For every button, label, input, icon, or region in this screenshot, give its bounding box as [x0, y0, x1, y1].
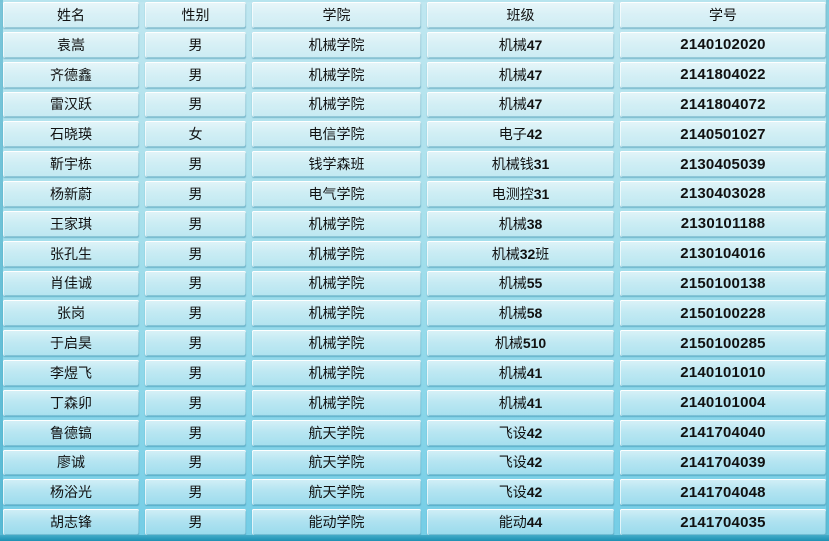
- cell-gender: 男: [145, 389, 246, 416]
- cell-name: 王家琪: [3, 210, 139, 237]
- cell-student-id: 2130405039: [620, 151, 826, 177]
- cell-gender: 男: [145, 449, 246, 476]
- cell-college: 机械学院: [252, 360, 421, 386]
- cell-name: 李煜飞: [3, 360, 139, 386]
- cell-name: 靳宇栋: [3, 151, 139, 177]
- cell-college: 能动学院: [252, 509, 421, 535]
- cell-name: 胡志锋: [3, 509, 139, 535]
- cell-college: 机械学院: [252, 31, 421, 58]
- cell-name: 石晓瑛: [3, 121, 139, 148]
- cell-class: 机械 58: [427, 300, 614, 327]
- cell-college: 机械学院: [252, 210, 421, 237]
- cell-class: 能动 44: [427, 509, 614, 535]
- cell-student-id: 2140101010: [620, 360, 826, 386]
- column-header-college: 学院: [252, 2, 421, 28]
- cell-college: 机械学院: [252, 91, 421, 118]
- cell-class: 机械 41: [427, 360, 614, 386]
- cell-gender: 男: [145, 31, 246, 58]
- cell-gender: 女: [145, 121, 246, 148]
- cell-name: 杨新蔚: [3, 181, 139, 207]
- cell-name: 鲁德镐: [3, 419, 139, 446]
- cell-class: 机械 510: [427, 330, 614, 356]
- cell-class: 机械 38: [427, 210, 614, 237]
- cell-gender: 男: [145, 300, 246, 327]
- cell-student-id: 2130101188: [620, 210, 826, 237]
- cell-gender: 男: [145, 240, 246, 267]
- cell-student-id: 2141704039: [620, 449, 826, 476]
- cell-class: 机械 47: [427, 61, 614, 88]
- cell-gender: 男: [145, 210, 246, 237]
- cell-student-id: 2141804022: [620, 61, 826, 88]
- cell-student-id: 2150100138: [620, 270, 826, 297]
- column-header-gender: 性别: [145, 2, 246, 28]
- cell-gender: 男: [145, 61, 246, 88]
- cell-class: 机械 41: [427, 389, 614, 416]
- cell-student-id: 2141804072: [620, 91, 826, 118]
- cell-name: 廖诚: [3, 449, 139, 476]
- cell-class: 飞设 42: [427, 449, 614, 476]
- cell-student-id: 2140101004: [620, 389, 826, 416]
- cell-college: 机械学院: [252, 300, 421, 327]
- table-bottom-edge: [0, 535, 829, 541]
- cell-gender: 男: [145, 270, 246, 297]
- cell-name: 肖佳诚: [3, 270, 139, 297]
- cell-name: 于启昊: [3, 330, 139, 356]
- table-grid: 姓名 性别 学院 班级 学号 袁嵩 男 机械学院 机械 47 2140102020…: [3, 2, 826, 535]
- cell-gender: 男: [145, 360, 246, 386]
- cell-name: 杨浴光: [3, 479, 139, 506]
- cell-name: 雷汉跃: [3, 91, 139, 118]
- cell-student-id: 2150100285: [620, 330, 826, 356]
- cell-college: 机械学院: [252, 240, 421, 267]
- cell-college: 机械学院: [252, 330, 421, 356]
- cell-college: 机械学院: [252, 61, 421, 88]
- cell-class: 机械 55: [427, 270, 614, 297]
- cell-name: 袁嵩: [3, 31, 139, 58]
- cell-student-id: 2130104016: [620, 240, 826, 267]
- cell-name: 张岗: [3, 300, 139, 327]
- cell-college: 航天学院: [252, 419, 421, 446]
- cell-name: 丁森卯: [3, 389, 139, 416]
- cell-college: 机械学院: [252, 389, 421, 416]
- cell-gender: 男: [145, 91, 246, 118]
- cell-student-id: 2140501027: [620, 121, 826, 148]
- cell-student-id: 2150100228: [620, 300, 826, 327]
- cell-gender: 男: [145, 330, 246, 356]
- cell-class: 机械 32 班: [427, 240, 614, 267]
- cell-class: 飞设 42: [427, 479, 614, 506]
- cell-class: 电子 42: [427, 121, 614, 148]
- cell-name: 张孔生: [3, 240, 139, 267]
- cell-college: 机械学院: [252, 270, 421, 297]
- cell-class: 机械钱 31: [427, 151, 614, 177]
- cell-college: 航天学院: [252, 479, 421, 506]
- column-header-class: 班级: [427, 2, 614, 28]
- cell-gender: 男: [145, 479, 246, 506]
- column-header-student-id: 学号: [620, 2, 826, 28]
- cell-gender: 男: [145, 509, 246, 535]
- cell-student-id: 2141704048: [620, 479, 826, 506]
- cell-name: 齐德鑫: [3, 61, 139, 88]
- cell-student-id: 2130403028: [620, 181, 826, 207]
- cell-gender: 男: [145, 151, 246, 177]
- cell-college: 航天学院: [252, 449, 421, 476]
- cell-class: 机械 47: [427, 31, 614, 58]
- cell-student-id: 2141704035: [620, 509, 826, 535]
- cell-class: 飞设 42: [427, 419, 614, 446]
- cell-student-id: 2141704040: [620, 419, 826, 446]
- cell-gender: 男: [145, 181, 246, 207]
- cell-college: 电气学院: [252, 181, 421, 207]
- cell-college: 电信学院: [252, 121, 421, 148]
- cell-class: 电测控 31: [427, 181, 614, 207]
- column-header-name: 姓名: [3, 2, 139, 28]
- cell-gender: 男: [145, 419, 246, 446]
- cell-college: 钱学森班: [252, 151, 421, 177]
- cell-class: 机械 47: [427, 91, 614, 118]
- cell-student-id: 2140102020: [620, 31, 826, 58]
